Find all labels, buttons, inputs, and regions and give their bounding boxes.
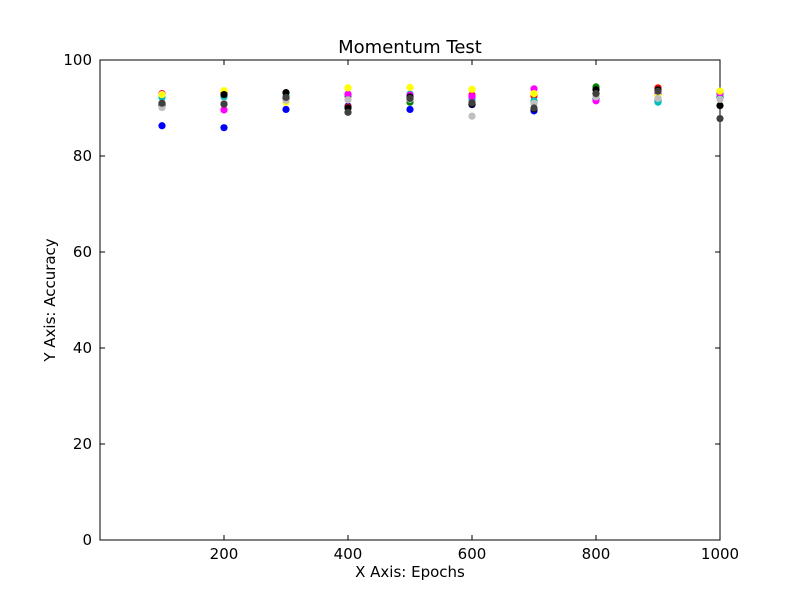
scatter-point xyxy=(220,124,228,132)
plot-area xyxy=(99,59,721,541)
chart-title: Momentum Test xyxy=(338,37,482,58)
scatter-point xyxy=(220,106,228,114)
scatter-point xyxy=(716,114,724,123)
scatter-point xyxy=(716,102,724,110)
scatter-point xyxy=(654,87,662,95)
scatter-point xyxy=(530,104,538,112)
y-tick-label: 0 xyxy=(82,531,92,549)
x-tick-label: 1000 xyxy=(701,545,739,563)
scatter-point xyxy=(282,105,290,114)
scatter-point xyxy=(406,105,414,114)
scatter-point xyxy=(716,95,724,103)
x-tick-label: 200 xyxy=(210,545,239,563)
x-tick-label: 600 xyxy=(458,545,487,563)
axis-ticks: 200 400 600 800 1000 0 20 40 60 80 100 xyxy=(63,51,739,563)
scatter-point xyxy=(344,84,352,92)
scatter-point xyxy=(654,94,662,102)
y-tick-label: 20 xyxy=(73,435,92,453)
scatter-point xyxy=(592,90,600,98)
y-tick-label: 40 xyxy=(73,339,92,357)
scatter-point xyxy=(344,96,352,104)
data-points xyxy=(158,83,724,132)
y-tick-label: 100 xyxy=(63,51,92,69)
x-tick-label: 400 xyxy=(334,545,363,563)
y-tick-label: 80 xyxy=(73,147,92,165)
scatter-point xyxy=(344,90,352,98)
scatter-point xyxy=(158,90,166,99)
scatter-point xyxy=(282,93,290,102)
scatter-point xyxy=(158,99,166,107)
scatter-point xyxy=(158,122,166,130)
x-tick-label: 800 xyxy=(582,545,611,563)
scatter-point xyxy=(530,90,538,98)
scatter-point xyxy=(406,94,414,102)
scatter-point xyxy=(220,90,228,99)
scatter-point xyxy=(468,112,476,120)
scatter-point xyxy=(468,99,476,107)
y-axis-label: Y Axis: Accuracy xyxy=(41,238,59,362)
y-tick-label: 60 xyxy=(73,243,92,261)
scatter-point xyxy=(468,85,476,93)
scatter-point xyxy=(716,87,724,95)
scatter-point xyxy=(406,83,414,91)
scatter-point xyxy=(344,108,352,116)
x-axis-label: X Axis: Epochs xyxy=(355,563,465,581)
scatter-point xyxy=(468,92,476,101)
scatter-point xyxy=(220,100,228,108)
